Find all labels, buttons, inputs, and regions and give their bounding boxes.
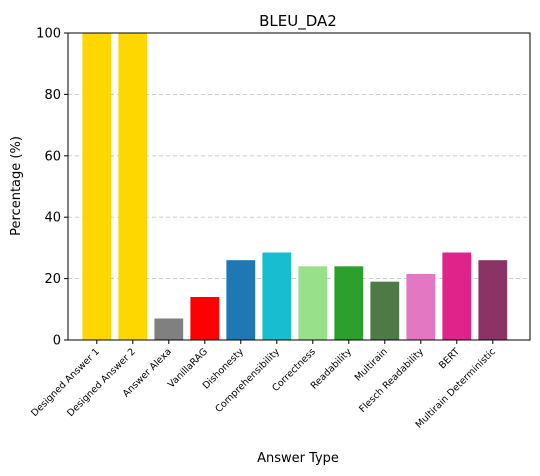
chart-title: BLEU_DA2 [259, 12, 337, 31]
x-axis-label: Answer Type [257, 451, 339, 466]
bar [190, 297, 220, 340]
bar [406, 273, 436, 340]
y-tick-label: 100 [36, 27, 61, 42]
y-axis-label: Percentage (%) [9, 136, 24, 236]
x-tick-label: BERT [437, 346, 462, 371]
bar [370, 281, 400, 340]
bar [154, 318, 184, 340]
bar [298, 266, 328, 340]
bars [82, 33, 508, 340]
bar [118, 33, 148, 340]
bar [478, 260, 508, 340]
y-tick-label: 20 [44, 272, 61, 287]
y-tick-label: 60 [44, 149, 61, 164]
x-tick-label: Designed Answer 2 [65, 346, 138, 419]
bar [82, 33, 112, 340]
y-tick-label: 80 [44, 88, 61, 103]
x-tick-label: Multirain [353, 346, 390, 383]
y-tick-label: 0 [53, 334, 61, 349]
bar [262, 252, 292, 340]
x-tick-label: Flesch Readability [357, 346, 426, 415]
bar [442, 252, 472, 340]
y-tick-label: 40 [44, 211, 61, 226]
x-tick-label: Comprehensibility [213, 346, 282, 415]
y-axis-ticks: 0 20 40 60 80 100 [36, 27, 68, 349]
bar [226, 260, 256, 340]
x-tick-label: Designed Answer 1 [29, 346, 102, 419]
bar [334, 266, 364, 340]
plot-frame [67, 32, 531, 341]
